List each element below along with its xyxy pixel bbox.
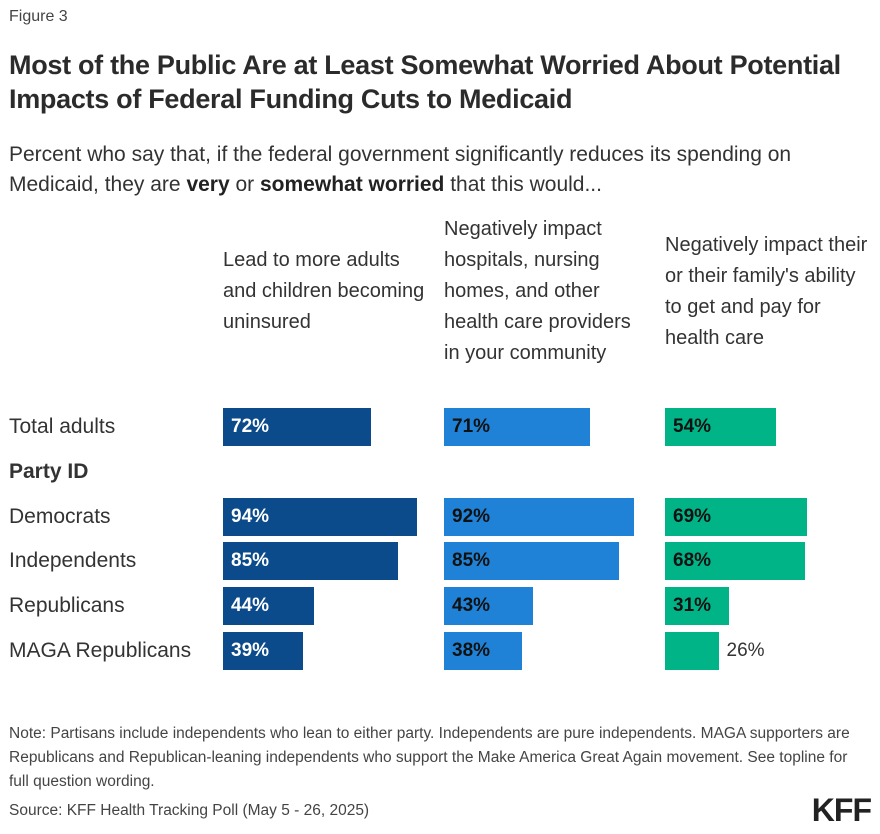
column-header-providers: Negatively impact hospitals, nursing hom… [444, 218, 631, 364]
bar-republicans-series-2 [444, 587, 533, 625]
bar-maga-republicans-series-3 [665, 632, 719, 670]
column-header-uninsured: Lead to more adults and children becomin… [223, 249, 425, 333]
subtitle-emphasis-somewhat-worried: somewhat worried [260, 173, 445, 196]
bar-total-adults-series-3 [665, 408, 777, 446]
row-label-republicans: Republicans [9, 594, 125, 617]
chart-subtitle: Percent who say that, if the federal gov… [9, 140, 869, 200]
data-label-republicans-series-2: 43% [452, 595, 491, 616]
figure-label: Figure 3 [9, 8, 68, 25]
bar-independents-series-3 [665, 542, 806, 580]
bar-democrats-series-3 [665, 498, 808, 536]
bar-independents-series-1 [223, 542, 399, 580]
data-label-total-adults-series-1: 72% [231, 416, 270, 437]
data-label-maga-republicans-series-1: 39% [231, 640, 270, 661]
row-label-democrats: Democrats [9, 505, 111, 528]
bar-total-adults-series-1 [223, 408, 372, 446]
data-label-republicans-series-3: 31% [673, 595, 712, 616]
chart-title: Most of the Public Are at Least Somewhat… [9, 50, 841, 114]
data-label-maga-republicans-series-2: 38% [452, 640, 491, 661]
column-header-family-access: Negatively impact their or their family'… [665, 234, 868, 349]
data-label-maga-republicans-series-3: 26% [726, 640, 765, 661]
data-label-democrats-series-2: 92% [452, 506, 491, 527]
bar-democrats-series-2 [444, 498, 634, 536]
row-label-total-adults: Total adults [9, 415, 116, 438]
data-label-independents-series-1: 85% [231, 550, 270, 571]
chart-source: Source: KFF Health Tracking Poll (May 5 … [9, 802, 370, 819]
subtitle-text: Percent who say that, if the federal gov… [9, 143, 792, 196]
bar-republicans-series-3 [665, 587, 729, 625]
bar-total-adults-series-2 [444, 408, 591, 446]
data-label-total-adults-series-3: 54% [673, 416, 712, 437]
bar-maga-republicans-series-1 [223, 632, 304, 670]
bar-republicans-series-1 [223, 587, 314, 625]
kff-logo: KFF [811, 792, 872, 828]
subtitle-text: that this would... [444, 173, 602, 196]
bar-maga-republicans-series-2 [444, 632, 523, 670]
subtitle-text: or [229, 173, 260, 196]
data-label-republicans-series-1: 44% [231, 595, 270, 616]
chart-note: Note: Partisans include independents who… [9, 725, 850, 790]
data-label-democrats-series-1: 94% [231, 506, 270, 527]
data-label-total-adults-series-2: 71% [452, 416, 491, 437]
subtitle-emphasis-very: very [186, 173, 230, 196]
data-label-independents-series-3: 68% [673, 550, 712, 571]
bar-democrats-series-1 [223, 498, 417, 536]
data-label-independents-series-2: 85% [452, 550, 491, 571]
row-label-maga-republicans: MAGA Republicans [9, 639, 192, 662]
group-header-party-id: Party ID [9, 460, 89, 483]
row-label-independents: Independents [9, 549, 137, 572]
data-label-democrats-series-3: 69% [673, 506, 712, 527]
bar-independents-series-2 [444, 542, 620, 580]
